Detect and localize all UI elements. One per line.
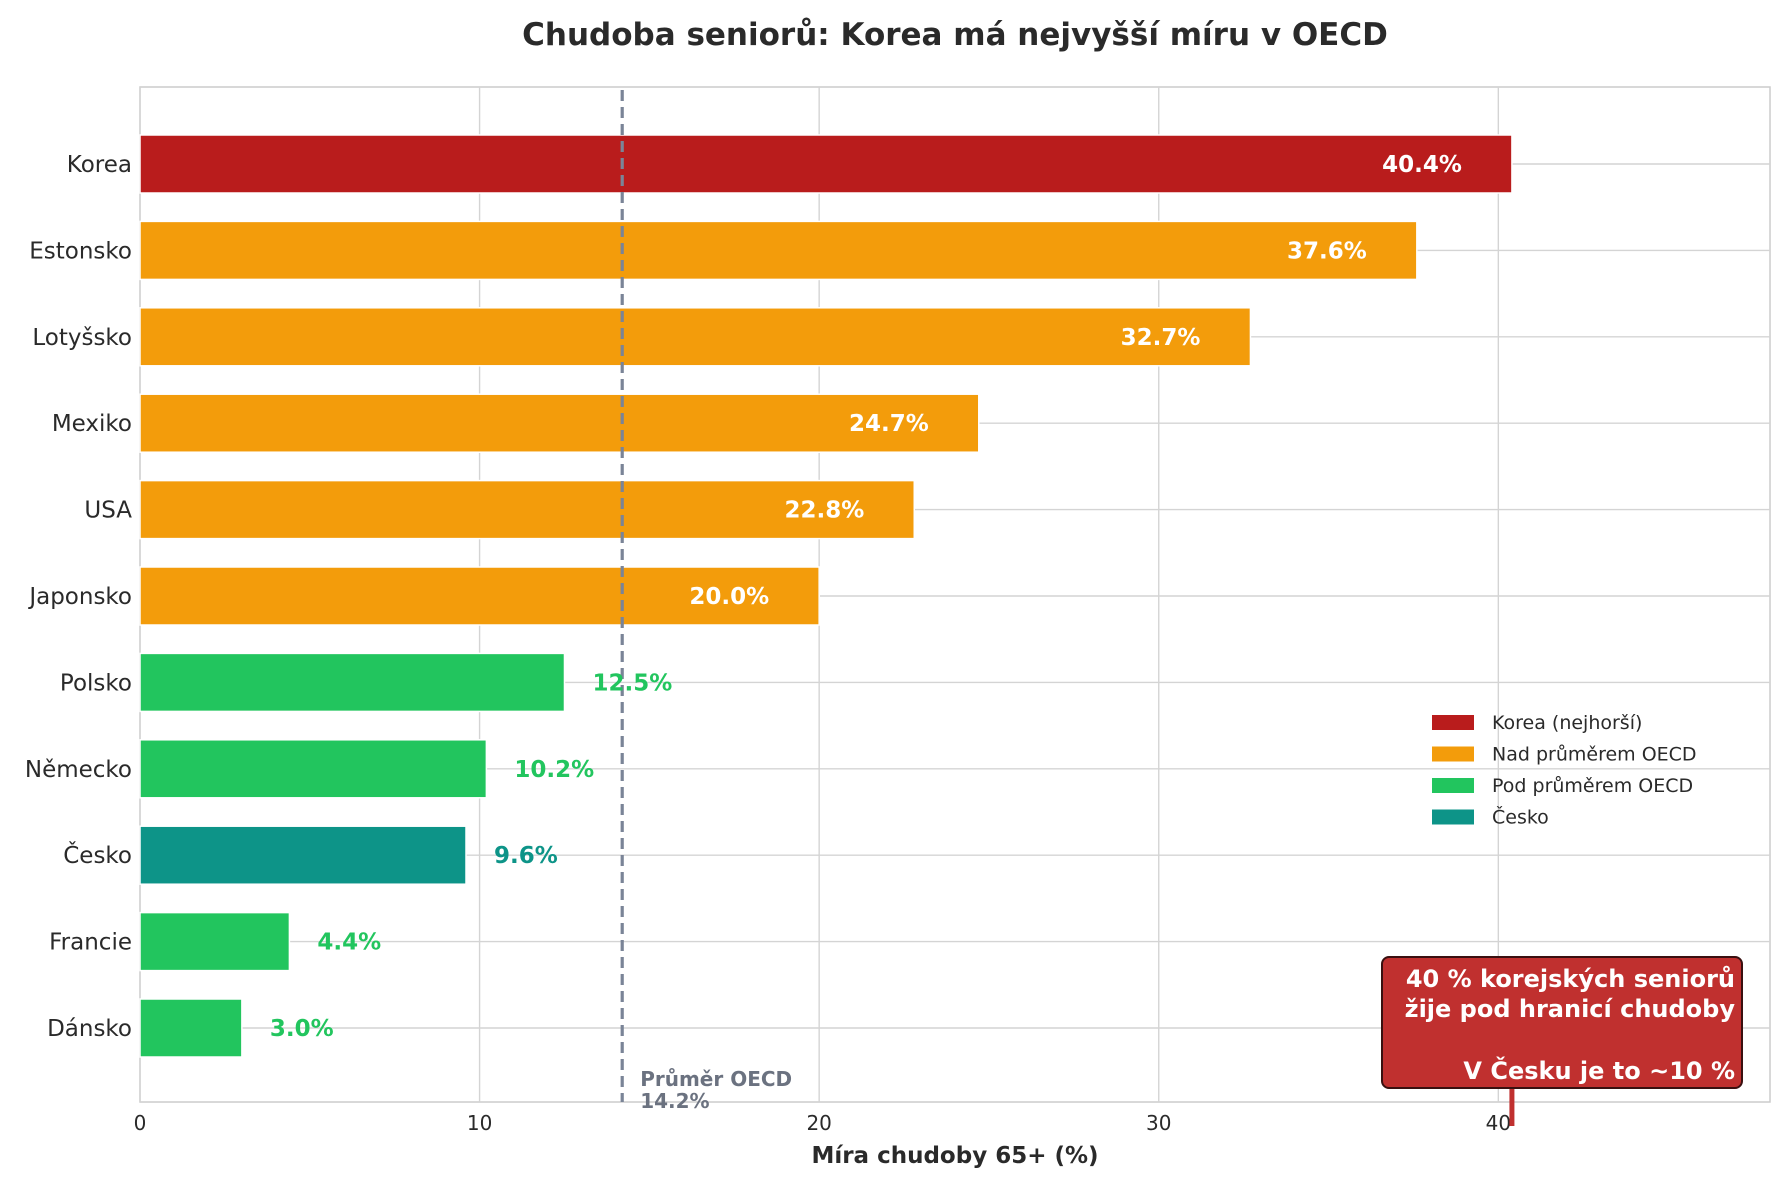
bar-cesko (139, 825, 467, 885)
value-label-francie: 4.4% (317, 930, 381, 956)
bar-estonsko (139, 220, 1418, 281)
bar-japonsko (139, 566, 820, 626)
bar-usa (139, 479, 915, 540)
y-tick-label-lotyssko: Lotyšsko (32, 325, 132, 351)
bar-korea (139, 134, 1513, 194)
legend-label-above: Nad průměrem OECD (1492, 744, 1697, 766)
bar-dansko (139, 998, 243, 1058)
annotation-line-2: žije pod hranicí chudoby (1405, 995, 1736, 1023)
y-tick-label-dansko: Dánsko (47, 1016, 132, 1042)
y-tick-label-francie: Francie (49, 930, 132, 956)
value-label-nemecko: 10.2% (514, 757, 594, 783)
x-axis-label: Míra chudoby 65+ (%) (811, 1143, 1098, 1169)
value-label-usa: 22.8% (784, 498, 864, 524)
legend: Korea (nejhorší) Nad průměrem OECD Pod prů… (1432, 712, 1697, 829)
chart-title: Chudoba seniorů: Korea má nejvyšší míru … (522, 17, 1388, 53)
x-tick-label: 10 (467, 1111, 492, 1135)
y-tick-label-japonsko: Japonsko (27, 584, 132, 610)
bar-nemecko (139, 739, 488, 799)
y-tick-label-usa: USA (84, 498, 132, 524)
y-tick-label-korea: Korea (67, 152, 132, 178)
y-tick-label-mexiko: Mexiko (52, 411, 132, 437)
bar-lotyssko (139, 307, 1252, 367)
y-tick-label-polsko: Polsko (60, 670, 132, 696)
legend-swatch-korea (1432, 715, 1474, 730)
legend-label-korea: Korea (nejhorší) (1492, 712, 1642, 734)
legend-swatch-below (1432, 778, 1474, 793)
y-tick-label-cesko: Česko (63, 841, 132, 869)
x-tick-label: 30 (1146, 1111, 1171, 1135)
legend-label-below: Pod průměrem OECD (1492, 775, 1693, 797)
oecd-average-label: Průměr OECD (640, 1067, 792, 1091)
annotation-box (1381, 956, 1743, 1089)
bar-mexiko (139, 393, 980, 453)
bars (139, 134, 1513, 1058)
value-label-cesko: 9.6% (494, 843, 558, 869)
oecd-average-value: 14.2% (640, 1089, 709, 1113)
value-label-mexiko: 24.7% (849, 411, 929, 437)
value-label-lotyssko: 32.7% (1121, 325, 1201, 351)
value-label-polsko: 12.5% (592, 670, 672, 696)
x-tick-label: 20 (806, 1111, 831, 1135)
bar-polsko (139, 652, 566, 713)
y-axis-ticks: Korea Estonsko Lotyšsko Mexiko USA Japonsko Po… (25, 152, 132, 1042)
value-label-estonsko: 37.6% (1287, 238, 1367, 264)
y-tick-label-estonsko: Estonsko (29, 238, 132, 264)
legend-label-czech: Česko (1492, 805, 1549, 829)
y-tick-label-nemecko: Německo (25, 757, 132, 783)
bar-francie (139, 911, 291, 972)
legend-swatch-czech (1432, 809, 1474, 825)
value-label-korea: 40.4% (1382, 152, 1462, 178)
annotation-line-3: V Česku je to ~10 % (1463, 1055, 1735, 1085)
value-labels: 40.4% 37.6% 32.7% 24.7% 22.8% 20.0% 12.5% 10.2%… (270, 152, 1462, 1042)
legend-swatch-above (1432, 746, 1474, 762)
x-tick-label: 40 (1486, 1111, 1511, 1135)
value-label-dansko: 3.0% (270, 1016, 334, 1042)
x-axis-ticks: 0 10 20 30 40 (134, 1111, 1511, 1135)
x-tick-label: 0 (134, 1111, 147, 1135)
value-label-japonsko: 20.0% (689, 584, 769, 610)
annotation-line-1: 40 % korejských seniorů (1406, 965, 1735, 993)
